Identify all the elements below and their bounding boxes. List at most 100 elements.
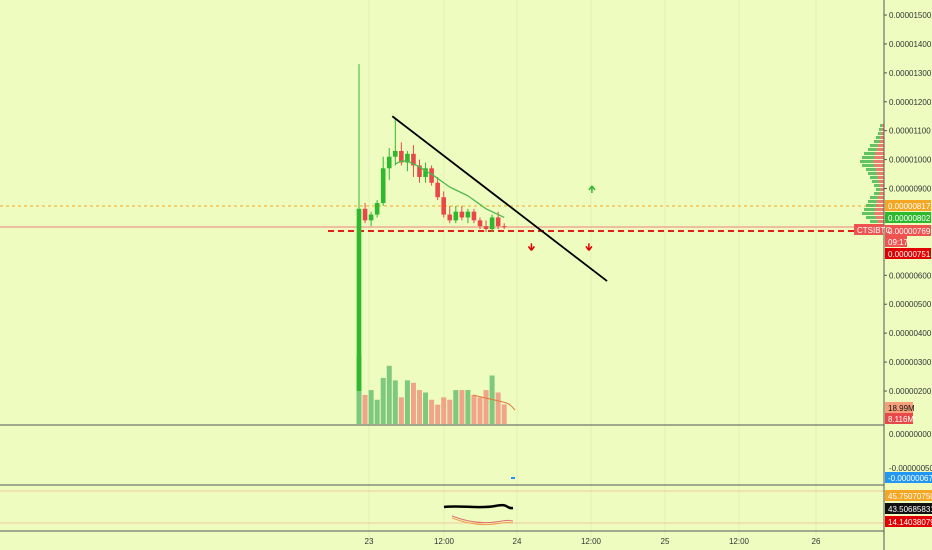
volume-ma-line bbox=[472, 394, 516, 411]
indicator-panes bbox=[0, 424, 884, 532]
rsi-black-label: 43.50685831 bbox=[888, 505, 932, 514]
volume-profile-bar-down bbox=[875, 204, 884, 207]
volume-profile-bar-down bbox=[876, 148, 884, 151]
green-price-label: 0.00000802 bbox=[888, 214, 931, 223]
up-arrow-icon bbox=[588, 185, 596, 193]
candle-body bbox=[435, 182, 440, 198]
price-labels: 0.00000817 0.00000802 0.00000769 09:17 0.000… bbox=[854, 200, 932, 527]
volume-bar bbox=[495, 392, 501, 424]
candle-body bbox=[495, 217, 501, 227]
candle-body bbox=[501, 226, 507, 228]
rsi-black-label-bg bbox=[885, 503, 932, 514]
price-tick-label: 0.00001300 bbox=[889, 69, 932, 78]
volume-profile-bar-up bbox=[879, 128, 882, 131]
rsi-red-label: 14.14038079 bbox=[888, 518, 932, 527]
time-tick-label: 24 bbox=[513, 537, 522, 546]
candle-body bbox=[483, 226, 489, 230]
volume-profile-bar-down bbox=[876, 200, 884, 203]
candle-body bbox=[459, 211, 465, 218]
price-axis[interactable]: 0.00001500 0.00001400 0.00001300 0.00001200… bbox=[883, 0, 932, 550]
volume-bar bbox=[465, 390, 471, 424]
candle-body bbox=[386, 156, 392, 169]
candle-body bbox=[380, 168, 386, 203]
price-tick-label: 0.00000600 bbox=[889, 271, 932, 280]
volume-label-upper: 18.99M bbox=[888, 404, 915, 413]
volume-profile-bar-up bbox=[868, 200, 877, 203]
rsi-red-label-bg bbox=[885, 516, 932, 527]
countdown-label: 09:17 bbox=[888, 238, 909, 247]
price-tick-label: 0.00000200 bbox=[889, 387, 932, 396]
volume-pane-tick-label: 0.00000000 bbox=[889, 430, 932, 439]
rsi-orange-label-bg bbox=[885, 490, 932, 501]
trendline[interactable] bbox=[391, 115, 608, 282]
volume-bar bbox=[435, 404, 441, 424]
volume-bar bbox=[398, 397, 404, 424]
volume-profile-bar-down bbox=[879, 140, 884, 143]
price-tick-label: 0.00001100 bbox=[889, 127, 931, 136]
time-tick-label: 12:00 bbox=[581, 537, 602, 546]
volume-profile-bar-up bbox=[866, 204, 876, 207]
volume-profile-bar-up bbox=[874, 140, 880, 143]
volume-profile-bar-down bbox=[879, 184, 884, 187]
candle-body bbox=[471, 211, 477, 221]
price-tick-label: 0.00001500 bbox=[889, 11, 932, 20]
orange-price-label-bg bbox=[885, 200, 931, 211]
volume-profile-bar-down bbox=[874, 156, 884, 159]
candle-body bbox=[465, 211, 471, 218]
volume-profile-bar-down bbox=[877, 220, 884, 223]
rsi-orange-label: 45.75070750 bbox=[888, 492, 932, 501]
symbol-tag-bg bbox=[854, 224, 883, 235]
volume-bar bbox=[423, 392, 429, 424]
volume-bar bbox=[459, 390, 465, 424]
orange-price-label: 0.00000817 bbox=[888, 202, 931, 211]
volume-profile-bar-down bbox=[875, 152, 884, 155]
volume-bar bbox=[392, 380, 398, 424]
volume-bar bbox=[417, 390, 422, 424]
volume-profile-bar-up bbox=[862, 156, 875, 159]
volume-profile-bar-down bbox=[875, 168, 884, 171]
price-tick-label: 0.00000300 bbox=[889, 358, 932, 367]
volume-profile-bar-down bbox=[875, 208, 884, 211]
volume-bar bbox=[374, 399, 380, 424]
volume-profile-bar-down bbox=[875, 216, 884, 219]
countdown-label-bg bbox=[885, 236, 907, 247]
time-tick-label: 26 bbox=[812, 537, 821, 546]
volume-profile-bar-up bbox=[864, 152, 875, 155]
volume-label-lower: 8.116M bbox=[888, 415, 914, 424]
volume-profile-bar-up bbox=[864, 208, 875, 211]
symbol-tag: CTSIBTC bbox=[857, 226, 891, 235]
volume-bar bbox=[471, 394, 477, 424]
volume-profile-bar-down bbox=[880, 188, 884, 191]
volume-profile-bar-up bbox=[874, 184, 880, 187]
candle-body bbox=[393, 150, 398, 157]
price-tick-label: 0.00001000 bbox=[889, 156, 932, 165]
volume-profile-bar-up bbox=[872, 180, 879, 183]
price-tick-label: 0.00000500 bbox=[889, 300, 932, 309]
volume-profile-bar-down bbox=[874, 212, 884, 215]
candle-body bbox=[368, 214, 374, 221]
volume-bar bbox=[453, 390, 459, 424]
volume-bar bbox=[404, 380, 410, 424]
price-lines bbox=[0, 124, 884, 232]
rsi-line-red bbox=[451, 515, 514, 524]
candle-body bbox=[489, 217, 495, 230]
volume-profile-bar-up bbox=[870, 144, 878, 147]
volume-profile-bar-up bbox=[876, 136, 881, 139]
volume-profile-bar-up bbox=[878, 132, 882, 135]
candle-body bbox=[399, 150, 404, 163]
volume-bar bbox=[441, 397, 447, 424]
volume-label-upper-bg bbox=[885, 402, 913, 413]
volume-profile-bar-down bbox=[876, 172, 884, 175]
candle-body bbox=[453, 211, 459, 221]
time-axis[interactable]: 23 12:00 24 12:00 25 12:00 26 bbox=[365, 537, 821, 546]
last-price-label-bg bbox=[885, 225, 931, 236]
volume-profile-bar-down bbox=[878, 180, 884, 183]
volume-profile-bar-up bbox=[866, 216, 876, 219]
ma-line bbox=[395, 160, 505, 219]
time-tick-label: 25 bbox=[661, 537, 670, 546]
candle-body bbox=[405, 153, 410, 163]
price-tick-label: 0.00000900 bbox=[889, 185, 932, 194]
candle-body bbox=[374, 203, 380, 215]
